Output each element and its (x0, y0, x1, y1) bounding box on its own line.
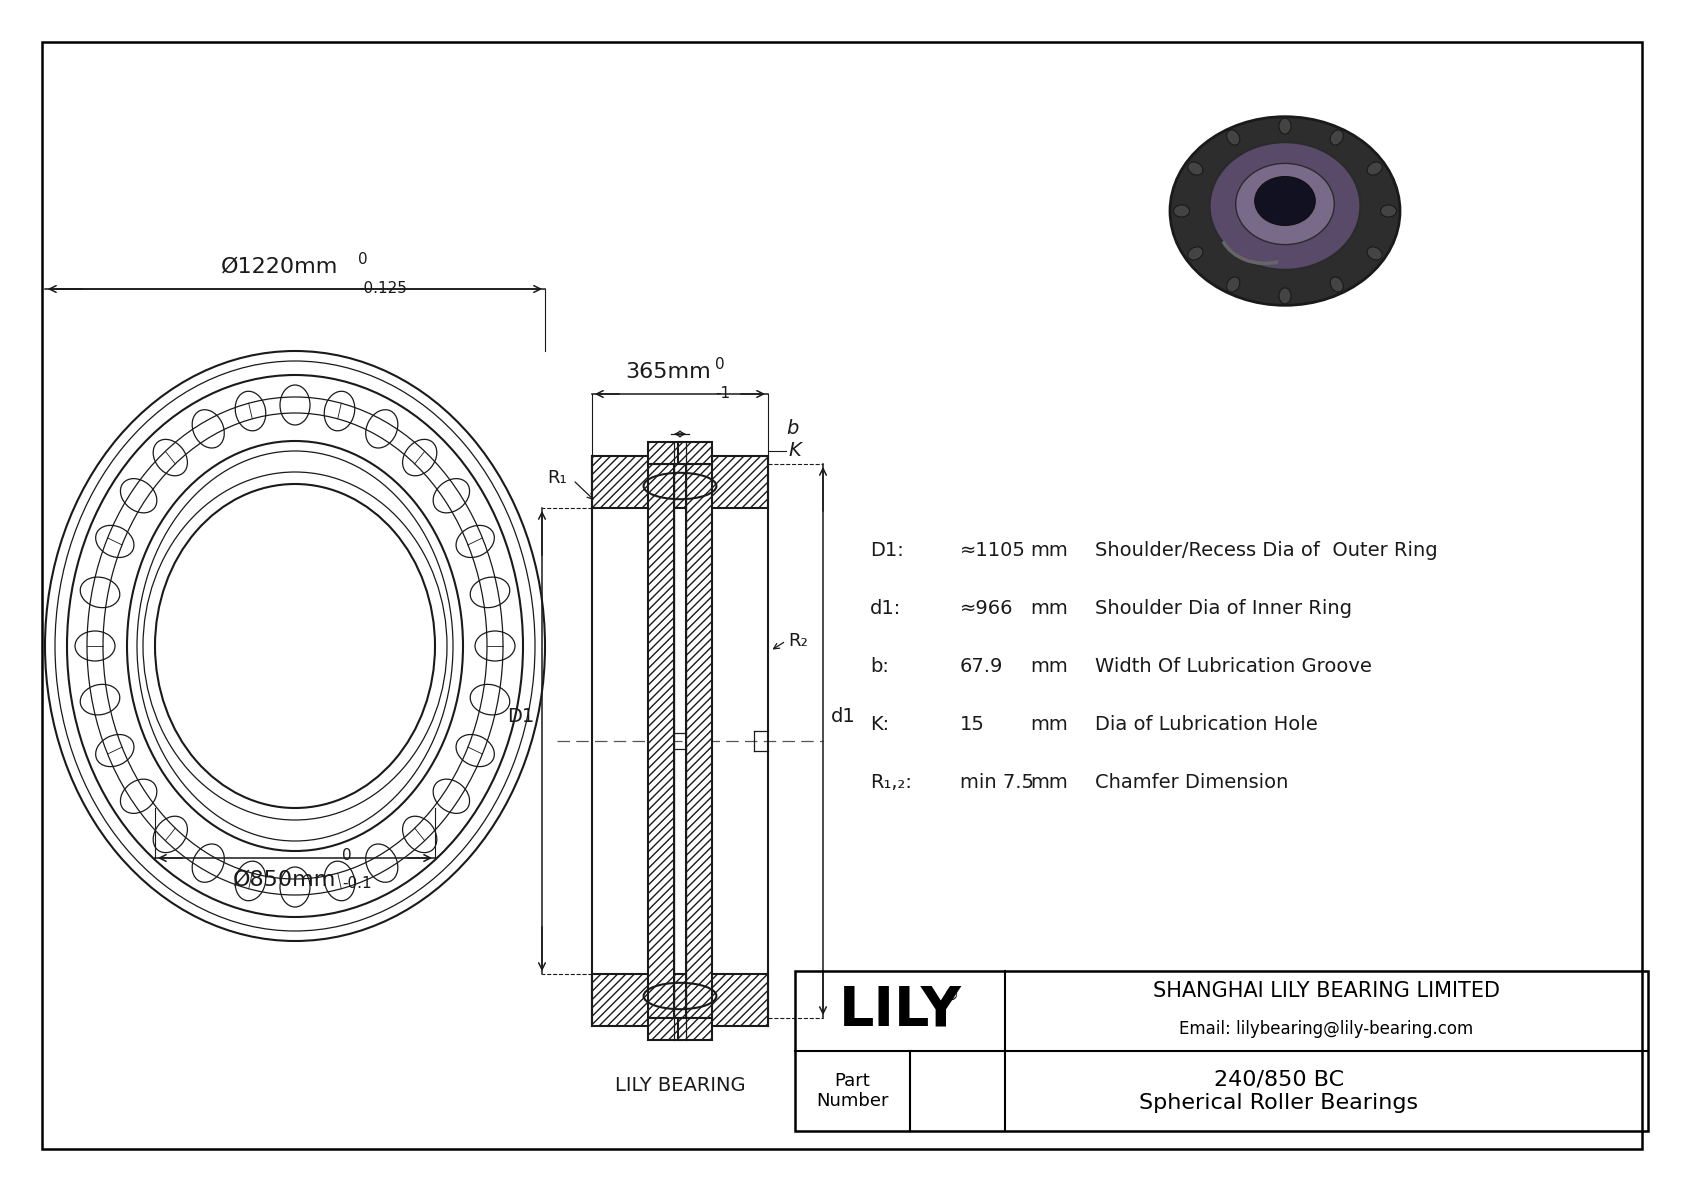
Text: D1: D1 (507, 706, 534, 725)
Text: -0.1: -0.1 (342, 877, 372, 891)
Text: SHANGHAI LILY BEARING LIMITED: SHANGHAI LILY BEARING LIMITED (1154, 981, 1500, 1000)
Polygon shape (648, 1018, 682, 1040)
Ellipse shape (1280, 288, 1292, 304)
Polygon shape (648, 442, 682, 464)
Text: Width Of Lubrication Groove: Width Of Lubrication Groove (1095, 657, 1372, 676)
Text: ≈1105: ≈1105 (960, 542, 1026, 561)
Text: D1:: D1: (871, 542, 904, 561)
Text: mm: mm (1031, 542, 1068, 561)
Text: Ø1220mm: Ø1220mm (221, 257, 338, 278)
Text: 240/850 BC
Spherical Roller Bearings: 240/850 BC Spherical Roller Bearings (1140, 1070, 1418, 1112)
Text: Shoulder Dia of Inner Ring: Shoulder Dia of Inner Ring (1095, 599, 1352, 618)
Ellipse shape (1209, 142, 1361, 270)
Ellipse shape (1226, 278, 1239, 292)
Text: b:: b: (871, 657, 889, 676)
Ellipse shape (1174, 205, 1189, 217)
Text: -1: -1 (716, 386, 731, 401)
Text: min 7.5: min 7.5 (960, 773, 1034, 792)
Text: d1:: d1: (871, 599, 901, 618)
Text: 0: 0 (716, 357, 724, 372)
Ellipse shape (1381, 205, 1396, 217)
Text: R₁: R₁ (547, 469, 568, 487)
Text: R₂: R₂ (788, 632, 808, 650)
Text: Dia of Lubrication Hole: Dia of Lubrication Hole (1095, 716, 1319, 735)
Polygon shape (593, 456, 768, 509)
Text: mm: mm (1031, 599, 1068, 618)
Text: mm: mm (1031, 657, 1068, 676)
Text: LILY BEARING: LILY BEARING (615, 1075, 746, 1095)
Text: R₁,₂:: R₁,₂: (871, 773, 911, 792)
Text: 0: 0 (359, 252, 367, 267)
Text: mm: mm (1031, 716, 1068, 735)
Text: Part
Number: Part Number (817, 1072, 889, 1110)
Text: ®: ® (945, 987, 960, 1003)
Polygon shape (679, 442, 712, 464)
Text: Chamfer Dimension: Chamfer Dimension (1095, 773, 1288, 792)
Text: mm: mm (1031, 773, 1068, 792)
Polygon shape (648, 464, 674, 1018)
Text: -0.125: -0.125 (359, 281, 408, 297)
Ellipse shape (1170, 117, 1399, 305)
Text: 15: 15 (960, 716, 985, 735)
Text: d1: d1 (830, 706, 855, 725)
Ellipse shape (1280, 118, 1292, 135)
Ellipse shape (1367, 162, 1383, 175)
Text: b: b (786, 419, 798, 438)
Text: 365mm: 365mm (625, 362, 711, 382)
Text: Shoulder/Recess Dia of  Outer Ring: Shoulder/Recess Dia of Outer Ring (1095, 542, 1438, 561)
Ellipse shape (1330, 278, 1344, 292)
Text: K:: K: (871, 716, 889, 735)
Text: K: K (788, 442, 802, 461)
Polygon shape (593, 974, 768, 1025)
Ellipse shape (1255, 176, 1315, 225)
Ellipse shape (1226, 130, 1239, 145)
Text: 67.9: 67.9 (960, 657, 1004, 676)
Polygon shape (685, 464, 712, 1018)
Ellipse shape (1187, 247, 1202, 260)
Ellipse shape (1236, 163, 1334, 244)
Ellipse shape (1367, 247, 1383, 260)
Ellipse shape (1187, 162, 1202, 175)
Text: Ø850mm: Ø850mm (234, 869, 337, 890)
Text: Email: lilybearing@lily-bearing.com: Email: lilybearing@lily-bearing.com (1179, 1019, 1474, 1039)
Ellipse shape (1330, 130, 1344, 145)
Text: 0: 0 (342, 848, 352, 863)
Text: ≈966: ≈966 (960, 599, 1014, 618)
Polygon shape (679, 1018, 712, 1040)
Text: LILY: LILY (839, 984, 962, 1039)
